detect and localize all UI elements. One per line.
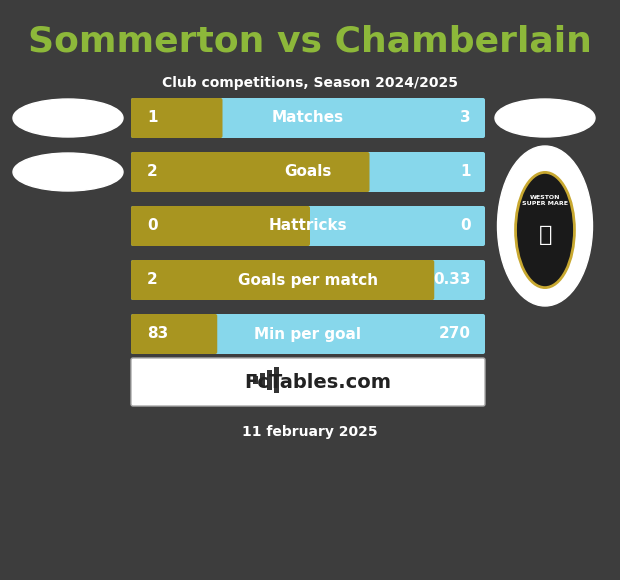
- Text: Hattricks: Hattricks: [268, 219, 347, 234]
- Text: Sommerton vs Chamberlain: Sommerton vs Chamberlain: [28, 25, 592, 59]
- Text: Goals: Goals: [285, 165, 332, 179]
- FancyBboxPatch shape: [131, 314, 485, 354]
- FancyBboxPatch shape: [131, 98, 485, 138]
- Ellipse shape: [516, 172, 575, 288]
- Bar: [253, 376, 258, 384]
- FancyBboxPatch shape: [131, 152, 370, 192]
- Text: 2: 2: [147, 165, 157, 179]
- Ellipse shape: [497, 146, 593, 306]
- Bar: [274, 367, 279, 393]
- Text: Club competitions, Season 2024/2025: Club competitions, Season 2024/2025: [162, 76, 458, 90]
- Text: WESTON
SUPER MARE: WESTON SUPER MARE: [522, 195, 568, 206]
- Text: 0: 0: [461, 219, 471, 234]
- FancyBboxPatch shape: [131, 260, 434, 300]
- Text: Matches: Matches: [272, 111, 344, 125]
- Text: Min per goal: Min per goal: [254, 327, 361, 342]
- Ellipse shape: [495, 99, 595, 137]
- FancyBboxPatch shape: [131, 206, 485, 246]
- Text: 🐦: 🐦: [539, 225, 552, 245]
- Text: 0: 0: [147, 219, 157, 234]
- Ellipse shape: [13, 153, 123, 191]
- FancyBboxPatch shape: [131, 98, 223, 138]
- Text: 0.33: 0.33: [433, 273, 471, 288]
- FancyBboxPatch shape: [131, 358, 485, 406]
- FancyBboxPatch shape: [131, 260, 485, 300]
- Text: 1: 1: [461, 165, 471, 179]
- Ellipse shape: [13, 99, 123, 137]
- Text: 2: 2: [147, 273, 157, 288]
- Bar: [267, 370, 272, 390]
- Text: 270: 270: [439, 327, 471, 342]
- Text: 3: 3: [461, 111, 471, 125]
- Text: FcTables.com: FcTables.com: [244, 372, 391, 392]
- FancyBboxPatch shape: [131, 152, 485, 192]
- FancyBboxPatch shape: [131, 206, 310, 246]
- Text: Goals per match: Goals per match: [238, 273, 378, 288]
- Text: 83: 83: [147, 327, 168, 342]
- Bar: [260, 373, 265, 387]
- FancyBboxPatch shape: [131, 314, 217, 354]
- Text: 11 february 2025: 11 february 2025: [242, 425, 378, 439]
- Text: 1: 1: [147, 111, 157, 125]
